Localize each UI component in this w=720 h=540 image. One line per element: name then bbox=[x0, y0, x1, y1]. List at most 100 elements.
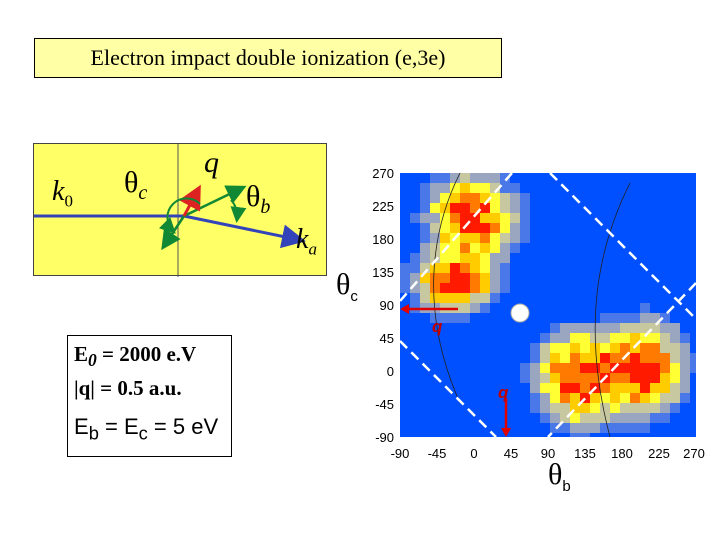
heatmap-cell bbox=[630, 353, 640, 363]
heatmap-cell bbox=[400, 283, 410, 293]
heatmap-cell bbox=[500, 213, 510, 223]
heatmap-cell bbox=[620, 393, 630, 403]
heatmap-cell bbox=[520, 213, 530, 223]
heatmap-cell bbox=[600, 333, 610, 343]
heatmap-cell bbox=[560, 383, 570, 393]
heatmap-cell bbox=[510, 243, 520, 253]
heatmap-cell bbox=[580, 373, 590, 383]
heatmap-cell bbox=[440, 173, 450, 183]
heatmap-cell bbox=[640, 313, 650, 323]
heatmap-cell bbox=[470, 203, 480, 213]
heatmap-cell bbox=[570, 383, 580, 393]
heatmap-cell bbox=[570, 373, 580, 383]
heatmap-cell bbox=[420, 283, 430, 293]
heatmap-cell bbox=[630, 363, 640, 373]
heatmap-cell bbox=[650, 343, 660, 353]
heatmap-cell bbox=[620, 383, 630, 393]
heatmap-cell bbox=[580, 433, 590, 437]
heatmap-cell bbox=[600, 353, 610, 363]
heatmap-cell bbox=[660, 383, 670, 393]
heatmap-cell bbox=[650, 363, 660, 373]
heatmap-cell bbox=[670, 373, 680, 383]
heatmap-cell bbox=[640, 353, 650, 363]
heatmap-cell bbox=[570, 393, 580, 403]
heatmap-cell bbox=[450, 263, 460, 273]
x-tick-label: 135 bbox=[574, 446, 596, 461]
heatmap-cell bbox=[490, 273, 500, 283]
x-tick-label: -90 bbox=[390, 446, 410, 461]
heatmap-cell bbox=[540, 343, 550, 353]
heatmap-cell bbox=[670, 363, 680, 373]
heatmap-cell bbox=[410, 293, 420, 303]
heatmap-cell bbox=[670, 323, 680, 333]
heatmap-cell bbox=[610, 313, 620, 323]
heatmap-cell bbox=[560, 403, 570, 413]
heatmap-cell bbox=[640, 363, 650, 373]
heatmap-cell bbox=[480, 213, 490, 223]
heatmap-cell bbox=[450, 173, 460, 183]
heatmap-cell bbox=[480, 193, 490, 203]
heatmap-cell bbox=[540, 353, 550, 363]
heatmap-cell bbox=[640, 373, 650, 383]
ka-vector bbox=[183, 214, 306, 249]
heatmap-cell bbox=[490, 293, 500, 303]
heatmap-cell bbox=[490, 263, 500, 273]
heatmap-cell bbox=[540, 393, 550, 403]
heatmap-cell bbox=[440, 313, 450, 323]
heatmap-cell bbox=[640, 343, 650, 353]
heatmap-cell bbox=[660, 363, 670, 373]
heatmap-cell bbox=[510, 213, 520, 223]
heatmap-cell bbox=[640, 303, 650, 313]
heatmap-cell bbox=[440, 253, 450, 263]
heatmap-cell bbox=[560, 413, 570, 423]
k0-label: k0 bbox=[52, 176, 73, 211]
heatmap-cell bbox=[610, 393, 620, 403]
heatmap-chart: q q bbox=[400, 173, 696, 437]
heatmap-cell bbox=[670, 353, 680, 363]
heatmap-cell bbox=[540, 373, 550, 383]
heatmap-cell bbox=[610, 333, 620, 343]
heatmap-cell bbox=[500, 283, 510, 293]
heatmap-cell bbox=[490, 243, 500, 253]
heatmap-cell bbox=[480, 173, 490, 183]
heatmap-cell bbox=[550, 343, 560, 353]
heatmap-cell bbox=[660, 323, 670, 333]
heatmap-cell bbox=[600, 343, 610, 353]
x-tick-label: 45 bbox=[503, 446, 519, 461]
heatmap-cell bbox=[540, 333, 550, 343]
heatmap-cell bbox=[420, 183, 430, 193]
heatmap-cell bbox=[500, 173, 510, 183]
heatmap-cell bbox=[430, 283, 440, 293]
heatmap-cell bbox=[530, 343, 540, 353]
heatmap-cell bbox=[650, 333, 660, 343]
heatmap-cell bbox=[640, 323, 650, 333]
heatmap-cell bbox=[510, 183, 520, 193]
heatmap-cell bbox=[630, 383, 640, 393]
heatmap-cell bbox=[450, 223, 460, 233]
heatmap-cell bbox=[440, 233, 450, 243]
y-tick-label: 90 bbox=[379, 298, 394, 313]
heatmap-cell bbox=[600, 403, 610, 413]
heatmap-cell bbox=[650, 323, 660, 333]
heatmap-cell bbox=[530, 393, 540, 403]
kinematics-vectors bbox=[34, 144, 306, 277]
heatmap-cell bbox=[490, 223, 500, 233]
heatmap-cell bbox=[690, 353, 696, 363]
heatmap-cell bbox=[480, 223, 490, 233]
heatmap-cell bbox=[420, 233, 430, 243]
heatmap-cell bbox=[620, 323, 630, 333]
heatmap-cell bbox=[590, 413, 600, 423]
q-vector bbox=[178, 184, 201, 217]
heatmap-cell bbox=[530, 363, 540, 373]
heatmap-cell bbox=[430, 263, 440, 273]
heatmap-cell bbox=[660, 313, 670, 323]
heatmap-cell bbox=[560, 343, 570, 353]
heatmap-cell bbox=[550, 323, 560, 333]
heatmap-cell bbox=[420, 253, 430, 263]
heatmap-cell bbox=[420, 243, 430, 253]
heatmap-cell bbox=[470, 223, 480, 233]
heatmap-cell bbox=[660, 333, 670, 343]
heatmap-cell bbox=[540, 383, 550, 393]
heatmap-cell bbox=[520, 233, 530, 243]
heatmap-cell bbox=[670, 403, 680, 413]
